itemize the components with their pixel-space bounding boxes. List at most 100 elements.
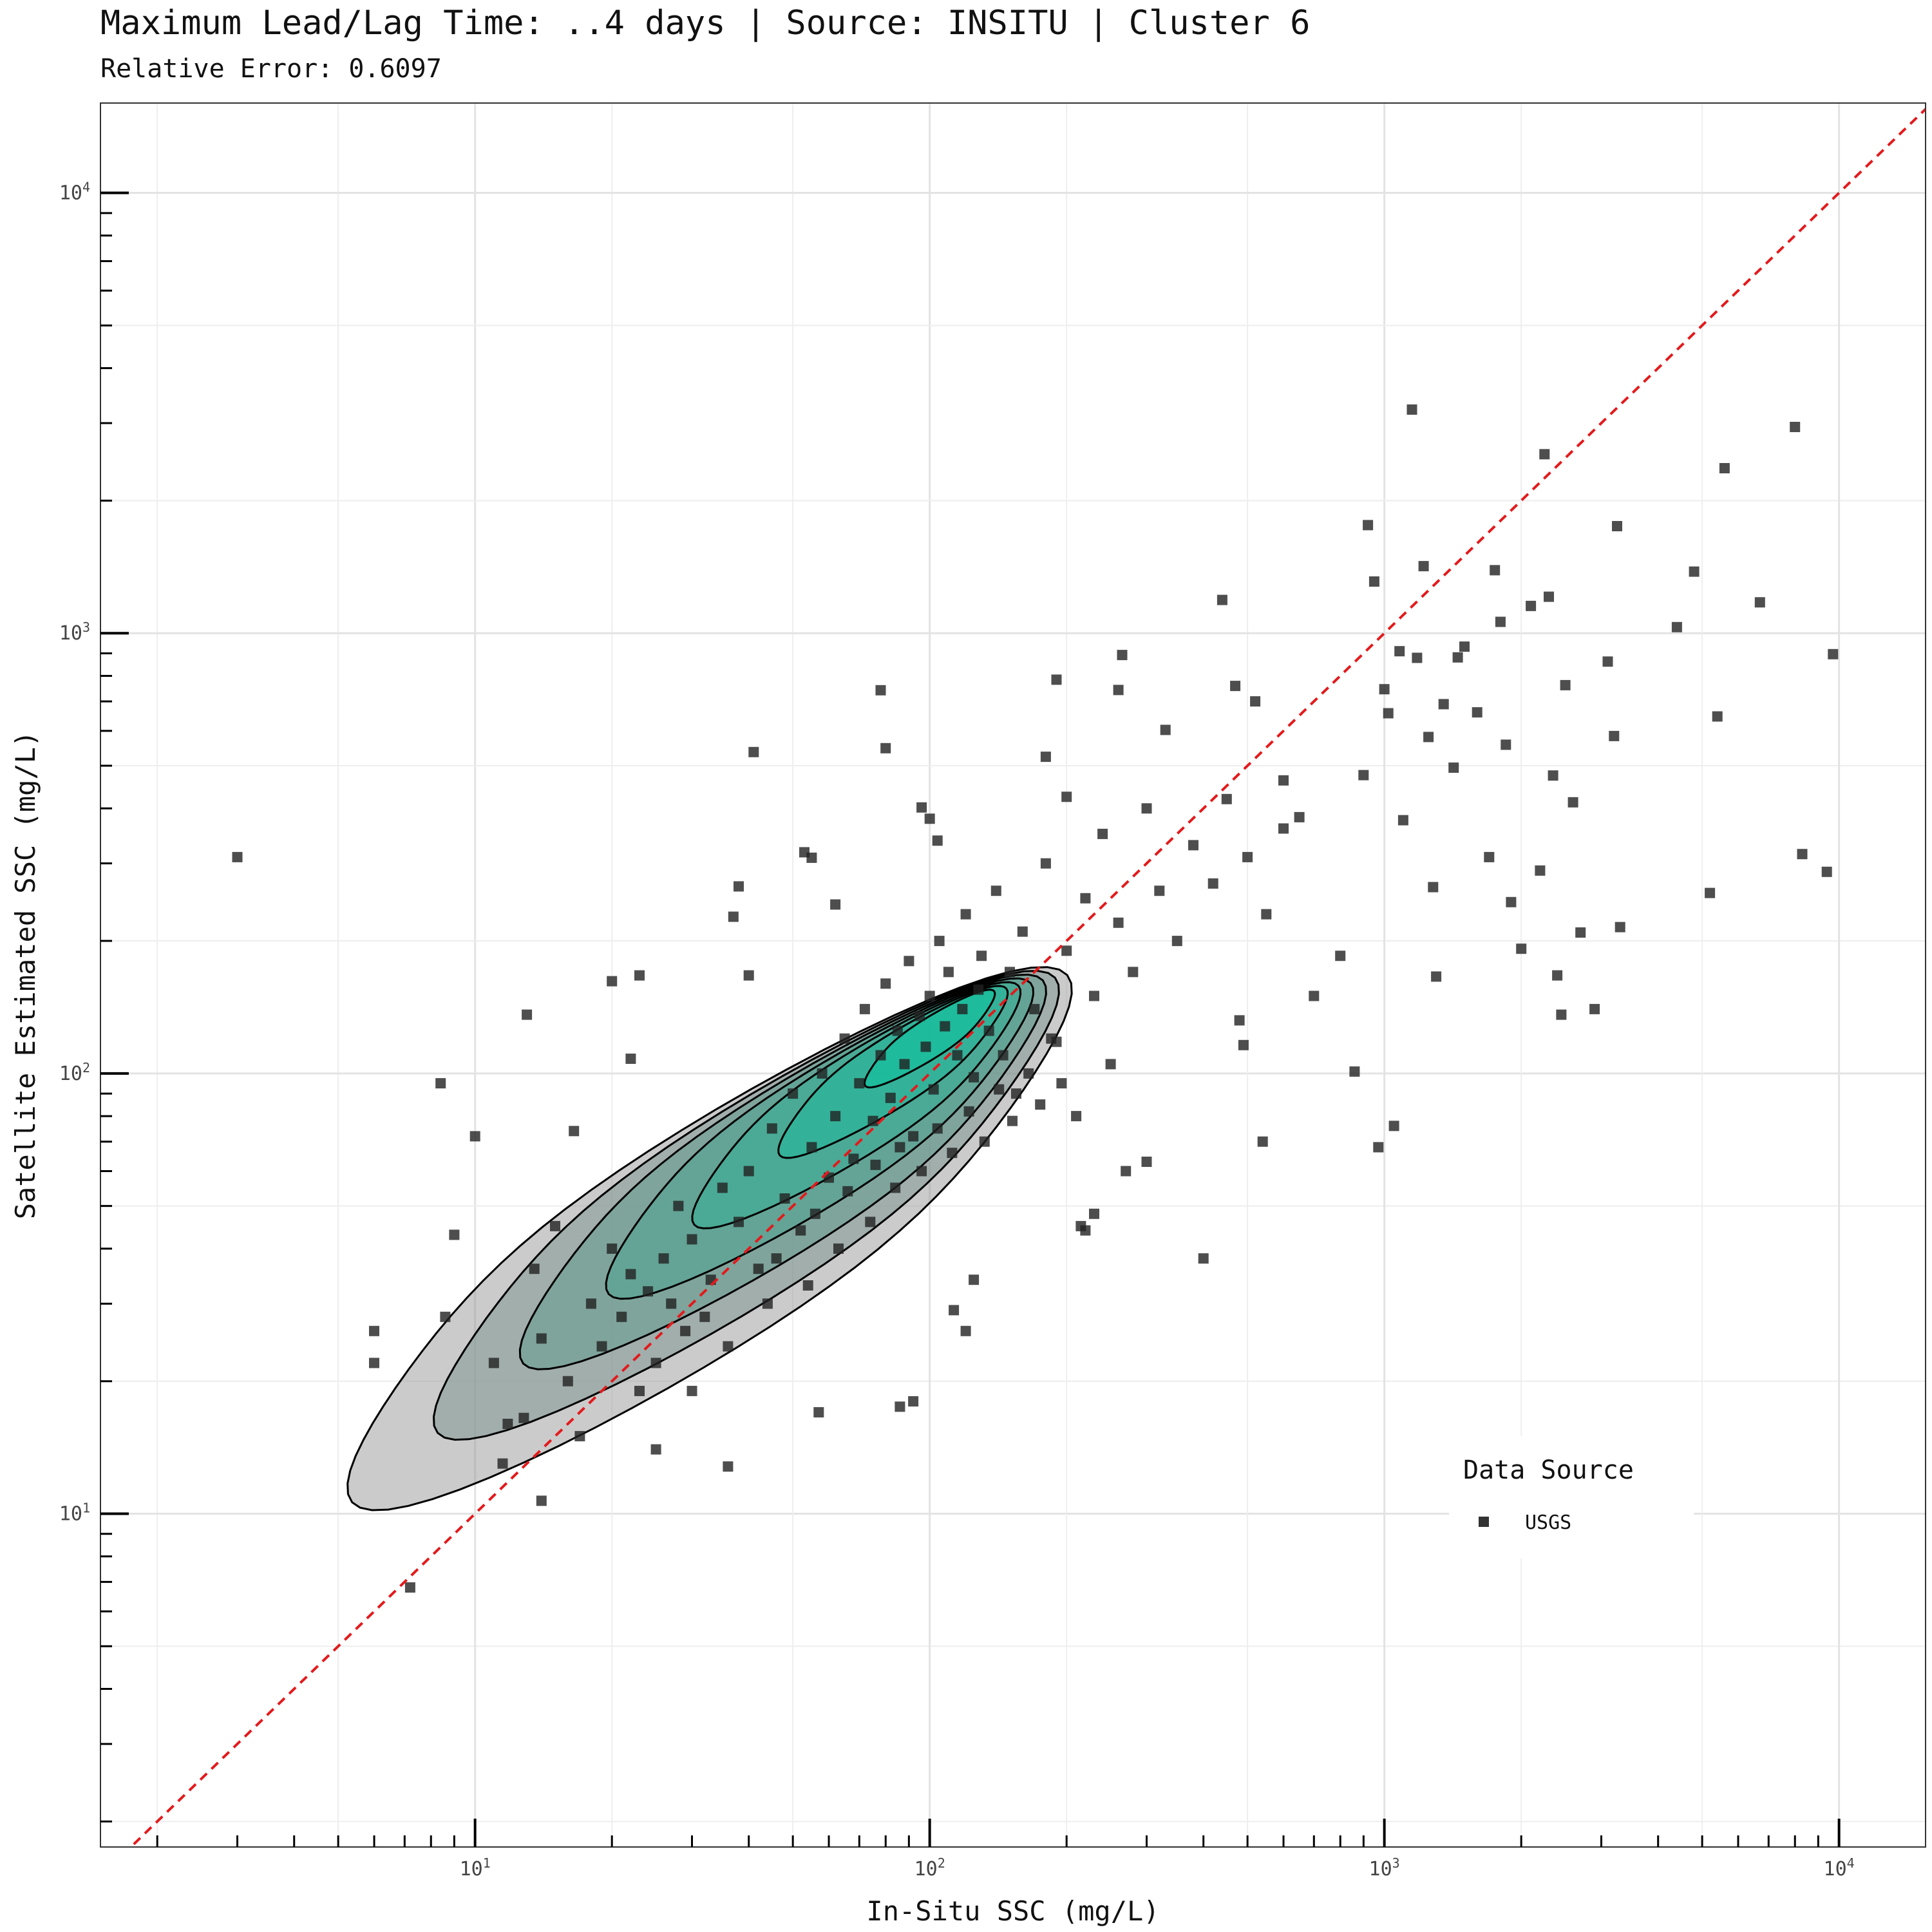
data-point (488, 1358, 499, 1368)
data-point (854, 1078, 865, 1089)
data-point (1790, 422, 1801, 432)
chart-title: Maximum Lead/Lag Time: ..4 days | Source… (100, 4, 1311, 43)
data-point (717, 1182, 728, 1193)
data-point (1472, 707, 1482, 718)
y-tick-label: 104 (59, 180, 90, 205)
data-point (550, 1220, 560, 1231)
data-point (1040, 858, 1051, 869)
data-point (1459, 641, 1470, 652)
data-point (830, 899, 841, 910)
data-point (1141, 803, 1152, 814)
data-point (806, 852, 817, 863)
data-point (1217, 594, 1227, 605)
data-point (859, 1003, 870, 1014)
data-point (1438, 699, 1449, 710)
data-point (1612, 521, 1622, 531)
data-point (734, 1217, 744, 1227)
data-point (1490, 565, 1501, 576)
data-point (1539, 449, 1550, 460)
axes: 101 102 103 104 101 102 103 104 (59, 180, 1855, 1880)
data-point (957, 1003, 968, 1014)
data-point (1428, 882, 1439, 893)
data-point (673, 1200, 684, 1211)
data-point (1071, 1111, 1082, 1122)
data-point (585, 1298, 596, 1309)
data-point (1017, 926, 1028, 937)
data-point (904, 956, 914, 967)
data-point (943, 967, 954, 978)
data-point (892, 1025, 903, 1036)
data-point (1011, 1088, 1021, 1099)
data-point (1117, 650, 1128, 661)
data-point (1535, 865, 1546, 876)
data-point (497, 1458, 508, 1469)
data-point (924, 813, 935, 824)
data-point (969, 1072, 980, 1083)
data-point (1609, 730, 1620, 741)
data-point (1397, 815, 1408, 826)
data-point (1113, 685, 1124, 696)
legend-marker-square (1479, 1517, 1489, 1527)
data-point (1113, 917, 1124, 928)
data-point (748, 746, 759, 757)
data-point (949, 1305, 960, 1316)
data-point (1560, 679, 1571, 690)
data-point (1154, 886, 1165, 896)
data-point (1198, 1253, 1209, 1264)
data-point (914, 1010, 925, 1021)
plot-frame (100, 102, 1926, 1848)
data-point (1250, 696, 1261, 707)
data-point (885, 1092, 896, 1103)
data-point (723, 1461, 734, 1472)
data-point (1452, 652, 1463, 663)
data-point (1261, 909, 1272, 920)
data-point (1552, 970, 1563, 981)
data-point (1797, 849, 1808, 860)
data-point (1406, 404, 1417, 415)
x-tick-label: 103 (1369, 1855, 1400, 1880)
data-point (616, 1311, 627, 1322)
data-point (1089, 990, 1099, 1001)
data-point (1556, 1009, 1567, 1020)
data-point (779, 1193, 790, 1204)
data-point (522, 1009, 533, 1020)
data-point (1484, 851, 1495, 862)
data-point (634, 970, 645, 981)
data-point (1615, 922, 1625, 933)
data-point (743, 970, 754, 981)
data-point (518, 1412, 529, 1423)
data-point (833, 1243, 844, 1254)
data-point (1828, 649, 1839, 659)
data-point (404, 1582, 415, 1593)
data-point (1548, 770, 1558, 781)
data-point (1431, 971, 1442, 982)
data-point (880, 978, 891, 989)
scatter-points (232, 404, 1839, 1593)
data-point (842, 1186, 853, 1197)
data-point (934, 936, 945, 947)
data-point (1705, 887, 1716, 898)
data-point (607, 1243, 618, 1254)
data-point (743, 1166, 754, 1177)
data-point (880, 743, 891, 753)
data-point (762, 1298, 773, 1309)
data-point (1007, 1115, 1018, 1126)
data-point (469, 1131, 480, 1142)
x-tick-label: 104 (1824, 1855, 1855, 1880)
data-point (1089, 1208, 1099, 1219)
data-point (920, 1041, 931, 1052)
data-point (870, 1159, 881, 1170)
data-point (1234, 1015, 1245, 1026)
data-point (1412, 652, 1423, 663)
data-point (1719, 463, 1730, 473)
data-point (1278, 823, 1289, 834)
data-point (1238, 1039, 1249, 1050)
data-point (1335, 951, 1346, 961)
data-point (734, 881, 744, 892)
legend-title: Data Source (1463, 1455, 1634, 1485)
data-point (1495, 616, 1506, 627)
data-point (1602, 656, 1613, 667)
legend-background (1449, 1436, 1694, 1558)
data-point (1097, 828, 1108, 839)
data-point (848, 1153, 859, 1164)
